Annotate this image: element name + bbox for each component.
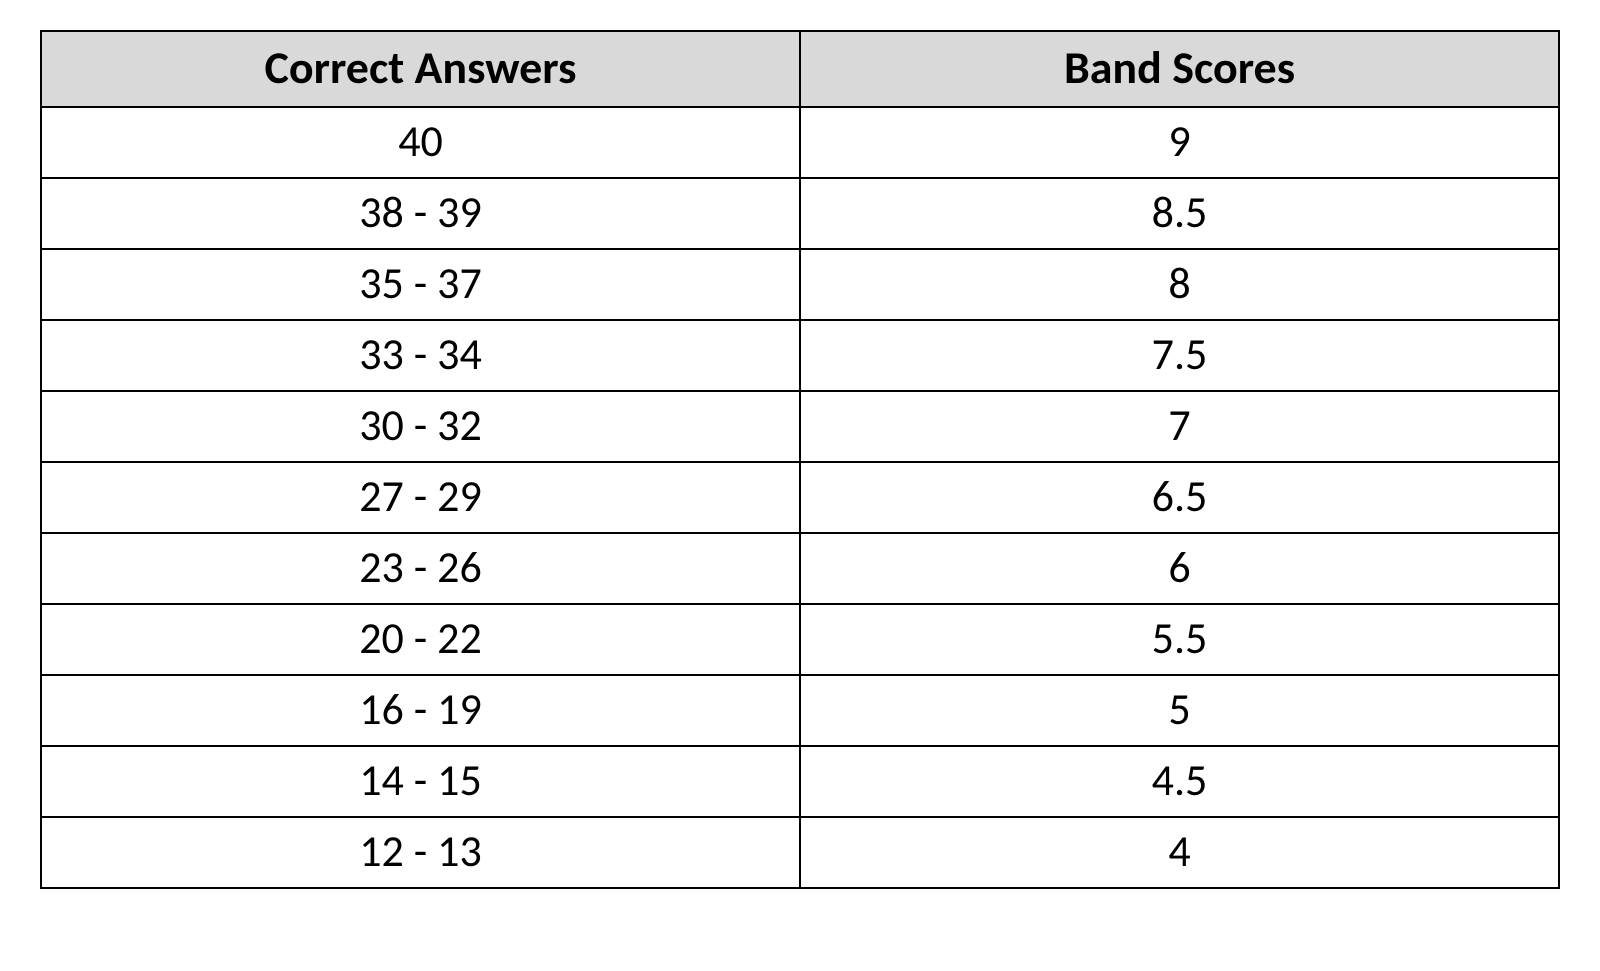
cell-band-score: 9	[800, 107, 1559, 178]
cell-band-score: 7.5	[800, 320, 1559, 391]
cell-correct-answers: 33 - 34	[41, 320, 800, 391]
table-body: 40 9 38 - 39 8.5 35 - 37 8 33 - 34 7.5 3…	[41, 107, 1559, 888]
cell-band-score: 8	[800, 249, 1559, 320]
table-row: 38 - 39 8.5	[41, 178, 1559, 249]
band-score-table: Correct Answers Band Scores 40 9 38 - 39…	[40, 30, 1560, 889]
cell-correct-answers: 38 - 39	[41, 178, 800, 249]
table-row: 27 - 29 6.5	[41, 462, 1559, 533]
table-row: 12 - 13 4	[41, 817, 1559, 888]
table-row: 33 - 34 7.5	[41, 320, 1559, 391]
table-row: 20 - 22 5.5	[41, 604, 1559, 675]
cell-correct-answers: 30 - 32	[41, 391, 800, 462]
cell-band-score: 4	[800, 817, 1559, 888]
col-header-band-scores: Band Scores	[800, 31, 1559, 107]
cell-correct-answers: 27 - 29	[41, 462, 800, 533]
table-row: 30 - 32 7	[41, 391, 1559, 462]
table-row: 35 - 37 8	[41, 249, 1559, 320]
table-row: 23 - 26 6	[41, 533, 1559, 604]
cell-band-score: 6	[800, 533, 1559, 604]
table-row: 16 - 19 5	[41, 675, 1559, 746]
table-header-row: Correct Answers Band Scores	[41, 31, 1559, 107]
cell-correct-answers: 12 - 13	[41, 817, 800, 888]
col-header-correct-answers: Correct Answers	[41, 31, 800, 107]
cell-band-score: 5.5	[800, 604, 1559, 675]
table-row: 40 9	[41, 107, 1559, 178]
cell-band-score: 6.5	[800, 462, 1559, 533]
table-row: 14 - 15 4.5	[41, 746, 1559, 817]
table-container: Correct Answers Band Scores 40 9 38 - 39…	[0, 0, 1600, 929]
cell-correct-answers: 40	[41, 107, 800, 178]
cell-band-score: 4.5	[800, 746, 1559, 817]
cell-correct-answers: 20 - 22	[41, 604, 800, 675]
cell-band-score: 8.5	[800, 178, 1559, 249]
cell-band-score: 7	[800, 391, 1559, 462]
cell-correct-answers: 23 - 26	[41, 533, 800, 604]
cell-correct-answers: 16 - 19	[41, 675, 800, 746]
cell-correct-answers: 35 - 37	[41, 249, 800, 320]
cell-band-score: 5	[800, 675, 1559, 746]
cell-correct-answers: 14 - 15	[41, 746, 800, 817]
